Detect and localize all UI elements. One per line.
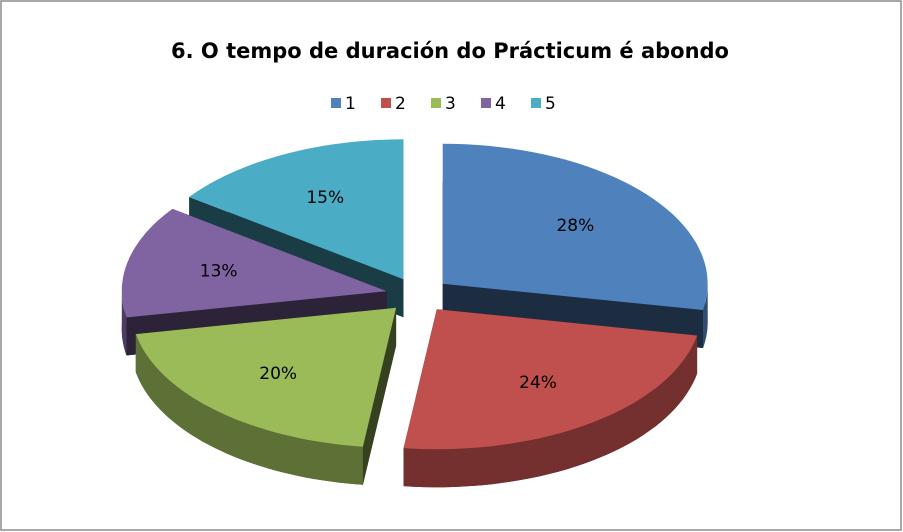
- legend-swatch: [531, 98, 541, 108]
- data-label: 28%: [556, 216, 594, 236]
- slice-side: [135, 334, 363, 485]
- slice-side: [121, 291, 127, 356]
- slice-top: [403, 309, 698, 450]
- legend-label: 2: [395, 94, 406, 114]
- chart-title: 6. O tempo de duración do Prácticum é ab…: [171, 39, 729, 63]
- data-label: 13%: [200, 261, 238, 281]
- legend-swatch: [381, 98, 391, 108]
- slice-top: [135, 307, 397, 447]
- legend-label: 3: [445, 94, 456, 114]
- legend-label: 4: [495, 94, 506, 114]
- slice: 24%: [403, 309, 698, 488]
- slice-side: [703, 283, 708, 348]
- legend-label: 1: [345, 94, 356, 114]
- data-label: 24%: [519, 373, 557, 393]
- slice-top: [442, 143, 708, 310]
- slice-top: [189, 139, 404, 280]
- data-label: 15%: [306, 188, 344, 208]
- slice-side: [403, 335, 698, 488]
- data-label: 20%: [259, 364, 297, 384]
- slice: 20%: [135, 307, 397, 485]
- slice-top: [121, 208, 387, 318]
- legend-label: 5: [545, 94, 556, 114]
- legend-swatch: [481, 98, 491, 108]
- slice-wall: [362, 307, 397, 485]
- legend-swatch: [431, 98, 441, 108]
- legend-swatch: [331, 98, 341, 108]
